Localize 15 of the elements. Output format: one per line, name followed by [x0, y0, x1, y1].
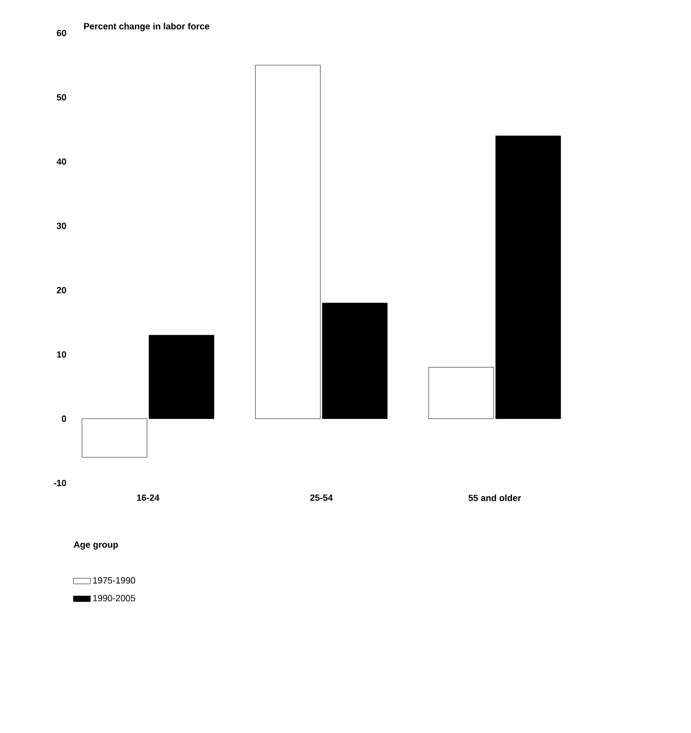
- y-tick-label: 60: [56, 30, 66, 36]
- y-tick-label: 20: [56, 286, 66, 294]
- y-tick-label: 10: [57, 351, 66, 358]
- legend-label: 1975-1990: [93, 577, 136, 584]
- y-tick-label: 50: [56, 94, 66, 100]
- chart-title: Percent change in labor force: [84, 22, 210, 32]
- y-tick-label: 40: [56, 158, 66, 165]
- x-tick-label: 25-54: [310, 494, 333, 501]
- y-tick-label: 0: [62, 416, 66, 422]
- x-axis-title: Age group: [74, 542, 118, 550]
- x-tick-label: 16-24: [137, 494, 160, 501]
- x-tick-label: 55 and older: [468, 494, 521, 502]
- y-tick-label: -10: [54, 480, 66, 486]
- legend-label: 1990-2005: [93, 594, 136, 602]
- y-tick-label: 30: [56, 222, 66, 230]
